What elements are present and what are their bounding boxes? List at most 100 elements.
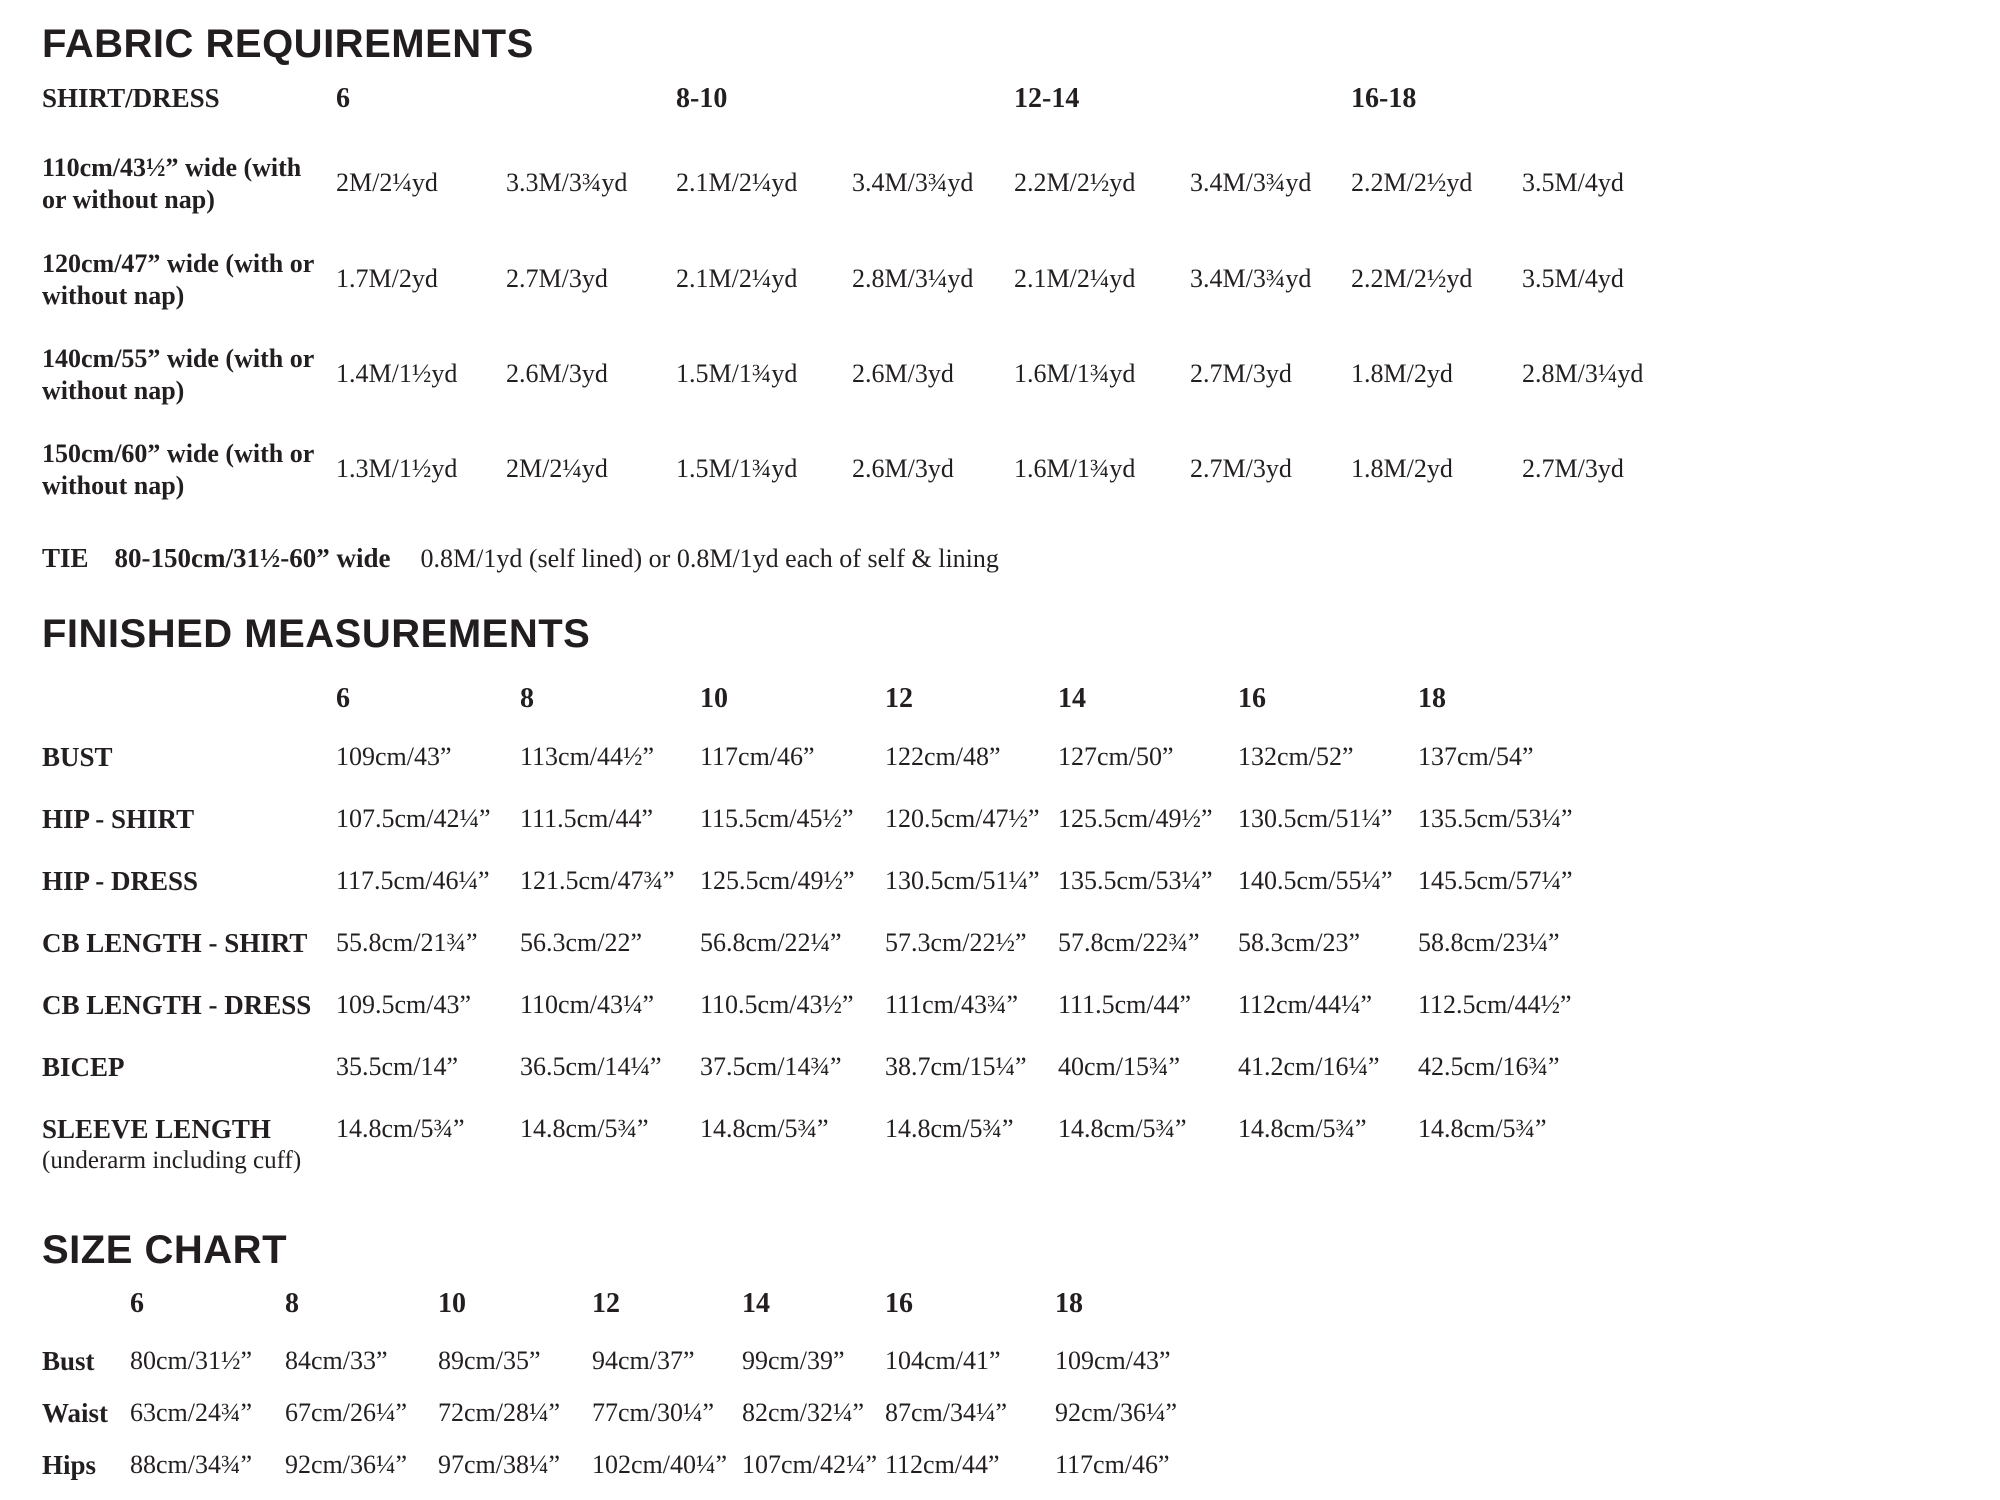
sizechart-value-cell: 92cm/36¼” <box>285 1450 408 1479</box>
sizechart-value-cell: 84cm/33” <box>285 1346 388 1375</box>
fabric-value-cell: 2.2M/2½yd <box>1014 168 1136 197</box>
fabric-requirements-title: FABRIC REQUIREMENTS <box>42 22 534 66</box>
measurement-value-cell: 111cm/43¾” <box>885 990 1019 1019</box>
sizechart-value-cell: 102cm/40¼” <box>592 1450 728 1479</box>
measurement-row-label: SLEEVE LENGTH <box>42 1114 271 1144</box>
measurement-value-cell: 140.5cm/55¼” <box>1238 866 1393 895</box>
sizechart-row-label: Hips <box>42 1450 97 1480</box>
measurement-size-header: 16 <box>1238 683 1266 714</box>
fabric-value-cell: 1.5M/1¾yd <box>676 359 798 388</box>
measurement-value-cell: 14.8cm/5¾” <box>700 1114 829 1143</box>
fabric-size-group-header: 12-14 <box>1014 83 1080 114</box>
measurement-value-cell: 109.5cm/43” <box>336 990 472 1019</box>
fabric-value-cell: 3.3M/3¾yd <box>506 168 628 197</box>
fabric-row-label-line: 120cm/47” wide (with or <box>42 249 315 278</box>
fabric-value-cell: 2.1M/2¼yd <box>676 264 798 293</box>
measurement-value-cell: 36.5cm/14¼” <box>520 1052 662 1081</box>
fabric-value-cell: 2.8M/3¼yd <box>1522 359 1644 388</box>
sizechart-size-header: 12 <box>592 1288 620 1319</box>
measurement-size-header: 10 <box>700 683 728 714</box>
fabric-corner-label: SHIRT/DRESS <box>42 83 220 113</box>
measurement-value-cell: 14.8cm/5¾” <box>1058 1114 1187 1143</box>
measurement-size-header: 12 <box>885 683 913 714</box>
fabric-value-cell: 3.4M/3¾yd <box>1190 264 1312 293</box>
fabric-value-cell: 2.6M/3yd <box>852 359 954 388</box>
sizechart-value-cell: 109cm/43” <box>1055 1346 1171 1375</box>
measurement-value-cell: 132cm/52” <box>1238 742 1354 771</box>
measurement-value-cell: 40cm/15¾” <box>1058 1052 1181 1081</box>
fabric-size-group-header: 8-10 <box>676 83 728 114</box>
fabric-value-cell: 2.1M/2¼yd <box>1014 264 1136 293</box>
fabric-value-cell: 2.7M/3yd <box>1190 454 1292 483</box>
measurement-size-header: 6 <box>336 683 350 714</box>
fabric-value-cell: 2.7M/3yd <box>1190 359 1292 388</box>
fabric-row-label: 110cm/43½” wide (with or without nap) <box>42 152 342 216</box>
fabric-value-cell: 2.8M/3¼yd <box>852 264 974 293</box>
measurement-value-cell: 127cm/50” <box>1058 742 1174 771</box>
fabric-row-label-line: 110cm/43½” wide (with <box>42 153 302 182</box>
measurement-value-cell: 122cm/48” <box>885 742 1001 771</box>
measurement-value-cell: 14.8cm/5¾” <box>1238 1114 1367 1143</box>
measurement-value-cell: 110cm/43¼” <box>520 990 655 1019</box>
sizechart-value-cell: 97cm/38¼” <box>438 1450 561 1479</box>
fabric-value-cell: 2M/2¼yd <box>506 454 608 483</box>
sizechart-row-label: Bust <box>42 1346 95 1376</box>
fabric-value-cell: 1.6M/1¾yd <box>1014 454 1136 483</box>
sizechart-value-cell: 94cm/37” <box>592 1346 695 1375</box>
measurement-value-cell: 42.5cm/16¾” <box>1418 1052 1560 1081</box>
sizechart-value-cell: 80cm/31½” <box>130 1346 253 1375</box>
measurement-value-cell: 112cm/44¼” <box>1238 990 1373 1019</box>
sizechart-value-cell: 107cm/42¼” <box>742 1450 878 1479</box>
measurement-value-cell: 111.5cm/44” <box>1058 990 1192 1019</box>
fabric-value-cell: 2.6M/3yd <box>506 359 608 388</box>
fabric-row-label: 150cm/60” wide (with or without nap) <box>42 438 342 502</box>
fabric-value-cell: 3.4M/3¾yd <box>1190 168 1312 197</box>
size-chart-title: SIZE CHART <box>42 1228 287 1272</box>
fabric-value-cell: 1.3M/1½yd <box>336 454 458 483</box>
fabric-size-group-header: 16-18 <box>1351 83 1417 114</box>
fabric-value-cell: 3.5M/4yd <box>1522 264 1624 293</box>
sizechart-row-label: Waist <box>42 1398 109 1428</box>
measurement-value-cell: 35.5cm/14” <box>336 1052 459 1081</box>
sizechart-size-header: 14 <box>742 1288 770 1319</box>
measurement-value-cell: 14.8cm/5¾” <box>1418 1114 1547 1143</box>
sizechart-value-cell: 82cm/32¼” <box>742 1398 865 1427</box>
measurement-value-cell: 58.8cm/23¼” <box>1418 928 1560 957</box>
sizechart-value-cell: 104cm/41” <box>885 1346 1001 1375</box>
measurement-value-cell: 113cm/44½” <box>520 742 655 771</box>
measurement-value-cell: 115.5cm/45½” <box>700 804 854 833</box>
measurement-row-label: HIP - SHIRT <box>42 804 195 834</box>
measurement-value-cell: 14.8cm/5¾” <box>336 1114 465 1143</box>
fabric-row-label-line: without nap) <box>42 281 185 310</box>
measurement-value-cell: 38.7cm/15¼” <box>885 1052 1027 1081</box>
measurement-value-cell: 56.8cm/22¼” <box>700 928 842 957</box>
tie-width: 80-150cm/31½-60” wide <box>114 543 391 573</box>
measurement-value-cell: 55.8cm/21¾” <box>336 928 478 957</box>
fabric-size-group-header: 6 <box>336 83 350 114</box>
measurement-value-cell: 125.5cm/49½” <box>1058 804 1213 833</box>
tie-row: TIE 80-150cm/31½-60” wide 0.8M/1yd (self l… <box>42 543 999 574</box>
sizechart-size-header: 16 <box>885 1288 913 1319</box>
measurement-value-cell: 120.5cm/47½” <box>885 804 1040 833</box>
fabric-value-cell: 1.7M/2yd <box>336 264 438 293</box>
measurement-value-cell: 57.3cm/22½” <box>885 928 1027 957</box>
tie-yardage: 0.8M/1yd (self lined) or 0.8M/1yd each o… <box>420 544 999 573</box>
measurement-value-cell: 107.5cm/42¼” <box>336 804 491 833</box>
fabric-value-cell: 3.5M/4yd <box>1522 168 1624 197</box>
measurement-row-label: BUST <box>42 742 113 772</box>
fabric-row-label-line: 150cm/60” wide (with or <box>42 439 315 468</box>
measurement-row-label: HIP - DRESS <box>42 866 199 896</box>
measurement-value-cell: 56.3cm/22” <box>520 928 643 957</box>
fabric-value-cell: 2.2M/2½yd <box>1351 264 1473 293</box>
sizechart-value-cell: 112cm/44” <box>885 1450 1000 1479</box>
measurement-value-cell: 137cm/54” <box>1418 742 1534 771</box>
fabric-value-cell: 1.8M/2yd <box>1351 454 1453 483</box>
sizechart-value-cell: 99cm/39” <box>742 1346 845 1375</box>
sizechart-value-cell: 87cm/34¼” <box>885 1398 1008 1427</box>
sizechart-size-header: 6 <box>130 1288 144 1319</box>
measurement-value-cell: 135.5cm/53¼” <box>1418 804 1573 833</box>
fabric-value-cell: 2.2M/2½yd <box>1351 168 1473 197</box>
measurement-value-cell: 111.5cm/44” <box>520 804 654 833</box>
measurement-value-cell: 130.5cm/51¼” <box>1238 804 1393 833</box>
